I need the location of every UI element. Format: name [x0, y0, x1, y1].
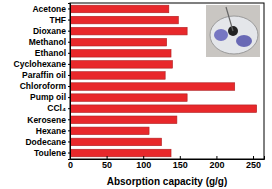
y-tick-label: CCl₄	[47, 103, 66, 113]
bar	[70, 138, 162, 146]
y-tick-label: Hexane	[36, 126, 67, 136]
y-tick-mark	[68, 8, 70, 9]
y-tick-mark	[68, 20, 70, 21]
y-tick-label: Pump oil	[30, 92, 66, 102]
y-tick: Chloroform	[20, 81, 70, 91]
bar	[70, 116, 177, 124]
y-tick-mark	[68, 42, 70, 43]
bar	[70, 83, 235, 91]
plot: 0 50 100 150 200 250 AcetoneTHFDioxaneMethanol…	[14, 3, 265, 170]
y-tick: Ethanol	[35, 48, 70, 58]
bar	[70, 50, 171, 58]
x-tick-label: 150	[173, 160, 188, 170]
y-tick: Kerosene	[27, 114, 70, 124]
y-tick: Paraffin oil	[22, 70, 70, 80]
dish	[210, 16, 258, 54]
x-tick-mark	[253, 156, 254, 159]
x-tick: 200	[209, 156, 224, 170]
bar	[70, 149, 171, 157]
y-tick-mark	[68, 53, 70, 54]
photo-background	[206, 5, 260, 57]
bar	[70, 5, 169, 13]
y-tick: Pump oil	[30, 92, 70, 102]
y-tick-label: Chloroform	[20, 81, 67, 91]
y-tick-mark	[68, 130, 70, 131]
x-tick-label: 0	[68, 160, 73, 170]
x-tick-mark	[216, 156, 217, 159]
y-tick: Toulene	[34, 148, 70, 158]
x-tick-mark	[143, 156, 144, 159]
x-tick: 250	[246, 156, 261, 170]
y-tick-mark	[68, 153, 70, 154]
x-axis-line	[71, 156, 265, 160]
tweezers	[226, 7, 233, 31]
y-tick: THF	[49, 15, 70, 25]
x-axis: 0 50 100 150 200 250	[68, 156, 265, 170]
x-tick-label: 250	[246, 160, 261, 170]
y-tick: Hexane	[36, 126, 70, 136]
y-tick-mark	[68, 75, 70, 76]
y-tick-label: Kerosene	[27, 114, 66, 124]
bar	[70, 27, 187, 35]
bar	[70, 105, 257, 113]
y-tick-label: THF	[49, 15, 66, 25]
dye	[214, 29, 228, 41]
bar	[70, 61, 172, 69]
y-tick-label: Cyclohexane	[14, 59, 67, 69]
bar	[70, 38, 167, 46]
x-tick: 150	[173, 156, 188, 170]
x-tick-label: 100	[136, 160, 151, 170]
y-tick-mark	[68, 119, 70, 120]
y-tick-mark	[68, 31, 70, 32]
x-tick: 50	[102, 156, 112, 170]
y-tick-label: Toulene	[34, 148, 66, 158]
x-axis-title: Absorption capacity (g/g)	[107, 176, 228, 187]
y-tick-label: Dodecane	[25, 137, 66, 147]
x-tick-mark	[107, 156, 108, 159]
x-tick: 100	[136, 156, 151, 170]
y-tick-mark	[68, 86, 70, 87]
bar	[70, 127, 149, 135]
dye	[236, 35, 252, 47]
chart: 0 50 100 150 200 250 AcetoneTHFDioxaneMethanol…	[0, 0, 272, 189]
y-tick-label: Methanol	[29, 37, 66, 47]
y-tick: Methanol	[29, 37, 70, 47]
y-tick-mark	[68, 97, 70, 98]
y-tick: CCl₄	[47, 103, 70, 113]
bar	[70, 72, 165, 80]
y-tick-mark	[68, 64, 70, 65]
inset-photo	[206, 5, 260, 57]
y-axis-line	[68, 4, 71, 160]
y-tick: Cyclohexane	[14, 59, 70, 69]
y-axis: AcetoneTHFDioxaneMethanolEthanolCyclohex…	[14, 4, 71, 160]
y-tick-label: Acetone	[32, 4, 66, 14]
y-tick: Dodecane	[25, 137, 70, 147]
x-tick-mark	[180, 156, 181, 159]
bar	[70, 16, 178, 24]
plot-frame	[70, 3, 264, 159]
x-tick-label: 200	[209, 160, 224, 170]
y-tick: Acetone	[32, 4, 70, 14]
y-tick-label: Ethanol	[35, 48, 66, 58]
y-tick-mark	[68, 141, 70, 142]
y-tick-label: Paraffin oil	[22, 70, 66, 80]
y-tick-label: Dioxane	[33, 26, 66, 36]
y-tick-mark	[68, 108, 70, 109]
y-tick: Dioxane	[33, 26, 70, 36]
bar	[70, 94, 187, 102]
x-tick-label: 50	[102, 160, 112, 170]
